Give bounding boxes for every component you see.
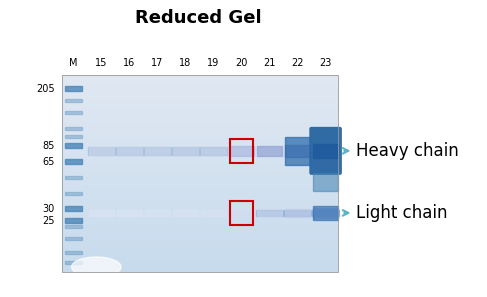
Bar	[64, 218, 82, 223]
Text: Reduced Gel: Reduced Gel	[135, 9, 262, 27]
Bar	[89, 210, 114, 216]
Text: 21: 21	[263, 58, 276, 68]
Bar	[172, 147, 199, 155]
Bar	[284, 210, 311, 216]
Text: 23: 23	[319, 58, 332, 68]
Bar	[229, 210, 254, 216]
Bar	[230, 139, 253, 163]
Text: 22: 22	[291, 58, 304, 68]
Bar	[88, 147, 115, 155]
Bar	[64, 261, 82, 264]
Text: 85: 85	[42, 141, 55, 151]
Bar	[144, 147, 171, 155]
Text: 20: 20	[235, 58, 248, 68]
Bar	[229, 146, 254, 156]
Bar	[285, 145, 310, 157]
Text: Light chain: Light chain	[356, 204, 448, 222]
Bar	[145, 147, 170, 155]
Text: 25: 25	[42, 216, 55, 226]
Bar	[285, 209, 310, 217]
Bar	[173, 210, 198, 216]
Bar	[61, 75, 337, 272]
Text: 15: 15	[95, 58, 108, 68]
Bar	[64, 251, 82, 254]
Ellipse shape	[72, 257, 121, 277]
Text: Heavy chain: Heavy chain	[356, 142, 459, 160]
Bar	[64, 99, 82, 102]
Bar	[116, 147, 143, 155]
Bar	[64, 127, 82, 130]
Bar	[200, 147, 227, 155]
Bar	[313, 173, 338, 191]
Bar	[64, 111, 82, 114]
Text: 30: 30	[42, 204, 55, 214]
Bar	[89, 147, 114, 154]
Text: 19: 19	[207, 58, 220, 68]
Bar	[313, 206, 338, 220]
Text: 16: 16	[123, 58, 135, 68]
Bar	[64, 159, 82, 164]
Bar	[64, 86, 82, 91]
FancyBboxPatch shape	[309, 127, 342, 175]
Bar	[173, 147, 198, 155]
Bar	[64, 206, 82, 211]
Bar	[64, 143, 82, 148]
Bar	[312, 210, 339, 216]
Text: 17: 17	[151, 58, 164, 68]
Bar	[201, 147, 226, 155]
Bar	[145, 210, 170, 216]
Bar	[64, 176, 82, 179]
Bar	[313, 144, 338, 158]
Bar	[64, 237, 82, 240]
Text: 65: 65	[42, 157, 55, 167]
Bar	[201, 210, 226, 216]
Bar	[313, 208, 338, 218]
Bar	[285, 137, 310, 165]
Bar	[230, 201, 253, 225]
Bar	[257, 146, 282, 156]
Bar	[257, 209, 282, 217]
Bar	[117, 210, 142, 216]
Bar	[256, 210, 283, 216]
Bar	[64, 192, 82, 195]
Text: 18: 18	[179, 58, 192, 68]
Bar	[64, 135, 82, 138]
Text: 205: 205	[36, 84, 55, 94]
Bar	[117, 147, 142, 155]
Text: M: M	[69, 58, 78, 68]
Bar	[64, 225, 82, 228]
